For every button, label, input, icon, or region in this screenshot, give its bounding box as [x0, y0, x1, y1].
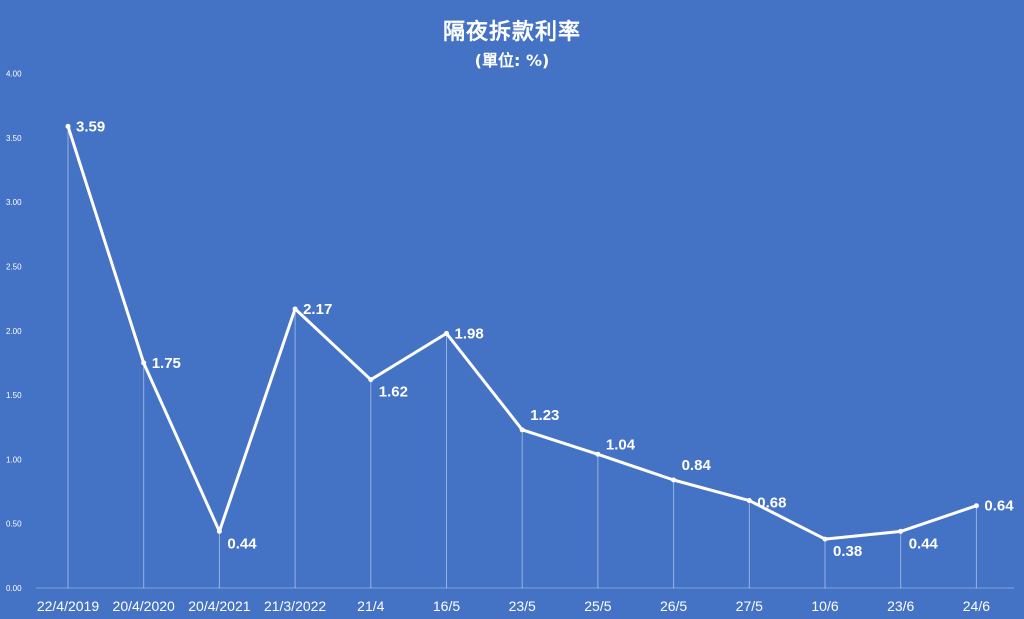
- data-point: [65, 123, 71, 129]
- x-tick-label: 26/5: [660, 598, 687, 614]
- x-tick-label: 24/6: [963, 598, 990, 614]
- data-label: 2.17: [303, 301, 332, 318]
- data-point: [746, 498, 752, 504]
- x-tick-label: 27/5: [736, 598, 763, 614]
- data-point: [519, 427, 525, 433]
- x-tick-label: 21/3/2022: [264, 598, 326, 614]
- data-point: [898, 528, 904, 534]
- data-label: 1.23: [530, 407, 559, 424]
- y-tick-label: 2.00: [6, 327, 22, 336]
- data-label: 3.59: [76, 118, 105, 135]
- data-point: [444, 330, 449, 336]
- y-tick-label: 0.50: [6, 520, 22, 529]
- y-tick-label: 1.00: [6, 455, 22, 464]
- data-label: 0.38: [833, 543, 862, 560]
- x-tick-label: 23/6: [887, 598, 914, 614]
- x-tick-label: 22/4/2019: [37, 598, 99, 614]
- data-point: [973, 503, 979, 509]
- data-label: 0.64: [984, 498, 1014, 515]
- y-tick-label: 4.00: [6, 70, 22, 79]
- data-point: [141, 360, 147, 366]
- data-point: [595, 451, 601, 457]
- y-tick-label: 1.50: [6, 391, 22, 400]
- data-label: 0.84: [682, 457, 712, 474]
- x-tick-label: 20/4/2021: [188, 598, 250, 614]
- data-label: 1.62: [379, 384, 408, 401]
- data-label: 0.68: [757, 495, 786, 512]
- data-label: 1.75: [152, 355, 181, 372]
- x-tick-label: 21/4: [357, 598, 384, 614]
- y-tick-label: 2.50: [6, 263, 22, 272]
- x-tick-label: 16/5: [433, 598, 460, 614]
- x-tick-label: 25/5: [584, 598, 611, 614]
- x-tick-label: 20/4/2020: [113, 598, 175, 614]
- data-label: 1.04: [606, 436, 636, 453]
- y-tick-label: 3.00: [6, 198, 22, 207]
- data-label: 0.44: [227, 535, 257, 552]
- x-tick-label: 23/5: [509, 598, 536, 614]
- data-point: [822, 536, 828, 542]
- data-label: 0.44: [909, 535, 939, 552]
- y-tick-label: 0.00: [6, 584, 22, 593]
- data-point: [368, 377, 374, 383]
- data-point: [671, 477, 677, 483]
- chart-subtitle: (單位: %): [474, 51, 550, 70]
- data-point: [292, 306, 298, 312]
- data-point: [216, 528, 222, 534]
- x-tick-label: 10/6: [811, 598, 838, 614]
- data-label: 1.98: [455, 325, 484, 342]
- chart-title: 隔夜拆款利率: [442, 20, 581, 45]
- y-tick-label: 3.50: [6, 134, 22, 143]
